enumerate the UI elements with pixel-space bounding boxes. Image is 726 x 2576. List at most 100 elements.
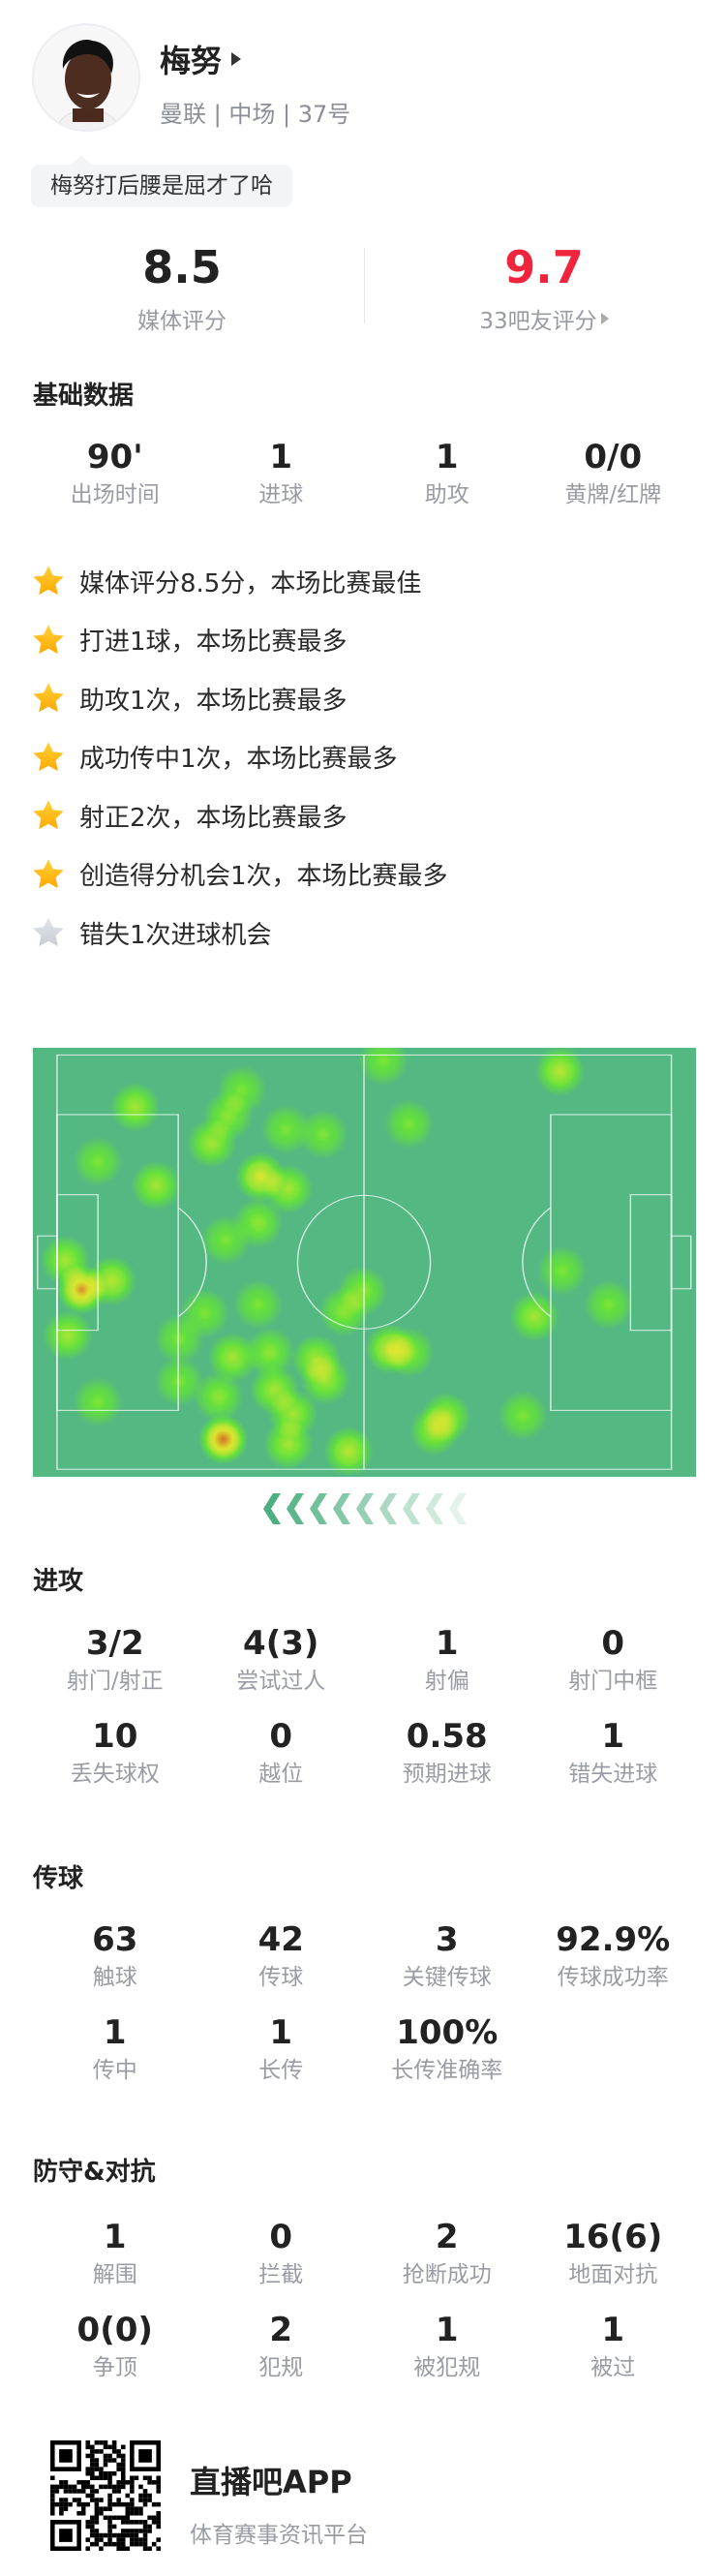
section-title-basic: 基础数据: [33, 382, 135, 411]
caret-right-icon: [600, 313, 609, 324]
stat-passing-0: 63 触球: [32, 1920, 198, 1992]
stat-label: 传中: [92, 2058, 137, 2083]
stat-passing-6: 100% 长传准确率: [364, 2013, 530, 2085]
app-name: 直播吧APP: [190, 2464, 352, 2500]
stat-attack-5: 0 越位: [198, 1717, 365, 1789]
chevron-left-icon: [331, 1491, 352, 1530]
stat-value: 1: [435, 1624, 459, 1663]
highlight-text: 创造得分机会1次，本场比赛最多: [79, 862, 448, 891]
highlight-text: 打进1球，本场比赛最多: [79, 628, 348, 657]
stat-value: 0/0: [584, 438, 643, 476]
stat-attack-1: 4(3) 尝试过人: [198, 1624, 365, 1696]
fan-rating-value: 9.7: [504, 241, 584, 293]
attack-stats: 3/2 射门/射正 4(3) 尝试过人 1 射偏 0 射门中框 10 丢失球权 0 越位 0.58 预期进…: [32, 1624, 696, 1789]
stat-value: 2: [269, 2311, 293, 2349]
stat-value: 0: [269, 2218, 293, 2256]
stat-attack-2: 1 射偏: [364, 1624, 530, 1696]
media-rating: 8.5 媒体评分: [37, 242, 327, 335]
stat-value: 1: [601, 1717, 625, 1756]
chevron-left-icon: [261, 1491, 283, 1530]
section-title-passing: 传球: [33, 1864, 84, 1893]
qr-code[interactable]: [50, 2440, 161, 2551]
stat-attack-7: 1 错失进球: [530, 1717, 697, 1789]
stat-defense-0: 1 解围: [32, 2218, 198, 2289]
highlight-item: 助攻1次，本场比赛最多: [31, 679, 348, 718]
stat-label: 越位: [258, 1762, 304, 1787]
stat-value: 90': [86, 438, 143, 476]
highlight-item: 错失1次进球机会: [31, 913, 272, 952]
stat-value: 0: [269, 1717, 293, 1756]
stat-attack-3: 0 射门中框: [530, 1624, 697, 1696]
attack-direction-arrows: [261, 1491, 469, 1530]
player-name-link[interactable]: 梅努: [160, 37, 242, 81]
stat-value: 0.58: [406, 1717, 488, 1756]
highlight-text: 助攻1次，本场比赛最多: [79, 686, 348, 716]
stat-value: 0: [601, 1624, 625, 1663]
stat-defense-4: 0(0) 争顶: [32, 2311, 198, 2382]
stat-label: 丢失球权: [70, 1762, 160, 1787]
stat-label: 射门/射正: [66, 1669, 164, 1694]
stat-value: 63: [92, 1920, 138, 1959]
fan-rating[interactable]: 9.7 33吧友评分: [399, 242, 689, 335]
gold-star-icon: [33, 683, 64, 713]
passing-stats: 63 触球 42 传球 3 关键传球 92.9% 传球成功率 1 传中 1 长传 100% 长传准确率: [32, 1920, 696, 2085]
section-title-defense: 防守&对抗: [33, 2158, 156, 2187]
stat-defense-6: 1 被犯规: [364, 2311, 530, 2382]
highlight-text: 射正2次，本场比赛最多: [79, 803, 348, 833]
stat-value: 1: [435, 438, 459, 476]
chevron-left-icon: [354, 1491, 376, 1530]
player-photo: [55, 40, 121, 130]
stat-defense-3: 16(6) 地面对抗: [530, 2218, 697, 2289]
stat-value: 4(3): [243, 1624, 319, 1663]
stat-basic-0: 90' 出场时间: [32, 438, 198, 509]
player-name: 梅努: [160, 43, 223, 79]
highlight-item: 创造得分机会1次，本场比赛最多: [31, 855, 448, 894]
stat-defense-7: 1 被过: [530, 2311, 697, 2382]
comment-bubble: 梅努打后腰是屈才了哈: [31, 155, 292, 207]
stat-label: 射门中框: [568, 1669, 658, 1694]
highlight-item: 打进1球，本场比赛最多: [31, 621, 348, 659]
caret-right-icon: [231, 52, 242, 66]
stat-label: 射偏: [424, 1669, 469, 1694]
stat-value: 1: [601, 2311, 625, 2349]
highlight-text: 媒体评分8.5分，本场比赛最佳: [79, 568, 422, 598]
stat-label: 拦截: [258, 2262, 304, 2287]
stat-basic-3: 0/0 黄牌/红牌: [530, 438, 697, 509]
grey-star-icon: [33, 917, 64, 947]
basic-stats: 90' 出场时间 1 进球 1 助攻 0/0 黄牌/红牌: [32, 438, 696, 509]
chevron-left-icon: [447, 1491, 469, 1530]
stat-value: 10: [92, 1717, 138, 1756]
stat-basic-1: 1 进球: [198, 438, 365, 509]
stat-label: 传球: [258, 1965, 304, 1990]
stat-value: 100%: [396, 2013, 499, 2052]
stat-attack-0: 3/2 射门/射正: [32, 1624, 198, 1696]
stat-label: 黄牌/红牌: [564, 482, 662, 507]
highlight-item: 射正2次，本场比赛最多: [31, 796, 348, 835]
stat-passing-3: 92.9% 传球成功率: [530, 1920, 697, 1992]
position: 中场: [228, 101, 276, 128]
gold-star-icon: [33, 624, 64, 654]
defense-stats: 1 解围 0 拦截 2 抢断成功 16(6) 地面对抗 0(0) 争顶 2 犯规 1 被犯规 1 被过: [32, 2218, 696, 2382]
chevron-left-icon: [424, 1491, 445, 1530]
stat-value: 42: [257, 1920, 304, 1959]
stat-value: 1: [435, 2311, 459, 2349]
stat-value: 1: [269, 438, 293, 476]
stat-passing-2: 3 关键传球: [364, 1920, 530, 1992]
stat-label: 尝试过人: [236, 1669, 326, 1694]
stat-passing-1: 42 传球: [198, 1920, 365, 1992]
gold-star-icon: [33, 566, 64, 596]
stat-label: 长传准确率: [391, 2058, 503, 2083]
media-rating-value: 8.5: [142, 241, 222, 293]
fan-rating-label: 33吧友评分: [479, 309, 597, 334]
media-rating-label: 媒体评分: [137, 309, 227, 334]
highlight-item: 媒体评分8.5分，本场比赛最佳: [31, 562, 421, 600]
chevron-left-icon: [378, 1491, 399, 1530]
section-title-attack: 进攻: [33, 1567, 84, 1596]
chevron-left-icon: [401, 1491, 422, 1530]
player-avatar[interactable]: [32, 23, 140, 132]
highlight-item: 成功传中1次，本场比赛最多: [31, 738, 398, 777]
divider: [364, 248, 365, 323]
player-meta: 曼联 | 中场 | 37号: [160, 101, 351, 128]
stat-label: 抢断成功: [402, 2262, 492, 2287]
stat-label: 预期进球: [402, 1762, 492, 1787]
